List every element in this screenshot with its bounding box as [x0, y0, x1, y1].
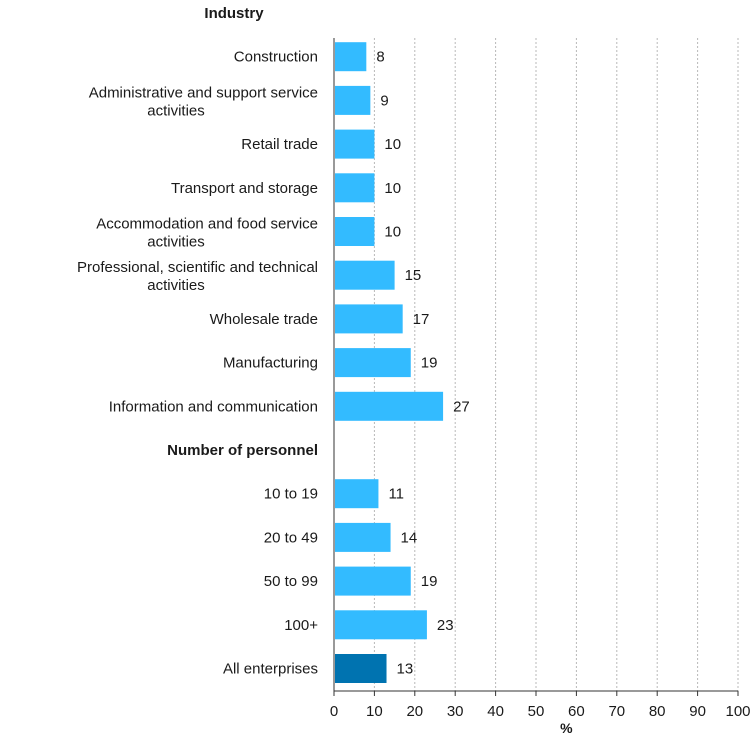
- group-label: Number of personnel: [167, 442, 318, 459]
- x-tick-label: 40: [487, 703, 504, 720]
- category-label-line2: activities: [147, 234, 205, 251]
- bar: [335, 522, 391, 552]
- category-label-line2: activities: [147, 277, 205, 294]
- category-label: 20 to 49: [264, 529, 318, 546]
- data-label: 13: [397, 661, 414, 678]
- bar: [335, 173, 375, 203]
- data-label: 19: [421, 573, 438, 590]
- category-label: Retail trade: [241, 136, 318, 153]
- data-label: 19: [421, 355, 438, 372]
- category-label: 10 to 19: [264, 486, 318, 503]
- bar: [335, 391, 444, 421]
- x-tick-label: 90: [689, 703, 706, 720]
- bar: [335, 42, 367, 72]
- category-label: Wholesale trade: [210, 311, 318, 328]
- bar: [335, 654, 387, 683]
- x-axis: 0 10 20 30 40 50 60 70 80 90 100%: [330, 38, 751, 735]
- data-label: 10: [384, 136, 401, 153]
- bar: [335, 479, 379, 509]
- x-tick-label: 0: [330, 703, 338, 720]
- bar: [335, 610, 427, 640]
- bars: [335, 42, 444, 683]
- data-label: 9: [380, 92, 388, 109]
- category-label: Manufacturing: [223, 355, 318, 372]
- bar: [335, 129, 375, 159]
- bar: [335, 260, 395, 290]
- data-label: 14: [401, 529, 418, 546]
- bar: [335, 348, 411, 378]
- category-label: Administrative and support service: [89, 84, 318, 101]
- x-tick-label: 20: [406, 703, 423, 720]
- category-label: Professional, scientific and technical: [77, 259, 318, 276]
- bar: [335, 217, 375, 246]
- value-labels: 8 9 10 10 10 15 17 19 27 11 14 19 23 13: [376, 49, 469, 678]
- bar: [335, 304, 403, 334]
- category-label: 100+: [284, 617, 318, 634]
- x-tick-label: 80: [649, 703, 666, 720]
- x-tick-label: 10: [366, 703, 383, 720]
- x-tick-label: 70: [608, 703, 625, 720]
- x-tick-label: 60: [568, 703, 585, 720]
- data-label: 15: [405, 267, 422, 284]
- data-label: 17: [413, 311, 430, 328]
- bar: [335, 85, 371, 115]
- gridlines: [373, 38, 739, 691]
- category-label: Transport and storage: [171, 180, 318, 197]
- data-label: 11: [388, 486, 404, 503]
- category-label: All enterprises: [223, 661, 318, 678]
- category-labels: Industry Construction Administrative and s…: [77, 5, 318, 678]
- data-label: 10: [384, 180, 401, 197]
- category-label: 50 to 99: [264, 573, 318, 590]
- category-label: Construction: [234, 49, 318, 66]
- x-tick-label: 50: [528, 703, 545, 720]
- data-label: 8: [376, 49, 384, 66]
- bar: [335, 566, 411, 596]
- x-tick-label: 100: [725, 703, 750, 720]
- x-axis-title: %: [560, 720, 573, 735]
- data-label: 10: [384, 224, 401, 241]
- group-label: Industry: [204, 5, 264, 22]
- data-label: 27: [453, 398, 470, 415]
- category-label: Accommodation and food service: [96, 216, 318, 233]
- category-label: Information and communication: [109, 398, 318, 415]
- data-label: 23: [437, 617, 454, 634]
- category-label-line2: activities: [147, 102, 205, 119]
- x-tick-label: 30: [447, 703, 464, 720]
